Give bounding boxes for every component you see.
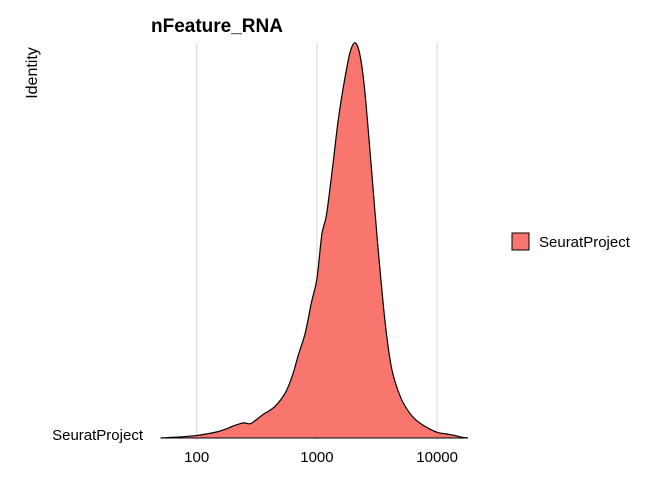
x-tick-label: 10000: [416, 449, 458, 466]
y-tick-label: SeuratProject: [52, 427, 144, 444]
legend-key: [511, 232, 530, 251]
y-tick-labels: SeuratProject: [52, 427, 144, 444]
x-tick-label: 1000: [300, 449, 333, 466]
density-fill-SeuratProject: [160, 42, 468, 438]
x-tick-labels: 100 1000 10000: [184, 449, 458, 466]
chart-title: nFeature_RNA: [151, 16, 283, 37]
legend-label: SeuratProject: [539, 234, 631, 251]
density-outline-SeuratProject: [160, 42, 468, 439]
ridges: [160, 42, 468, 439]
x-tick-label: 100: [184, 449, 209, 466]
legend: SeuratProject: [511, 232, 631, 251]
y-axis-title: Identity: [24, 47, 41, 99]
